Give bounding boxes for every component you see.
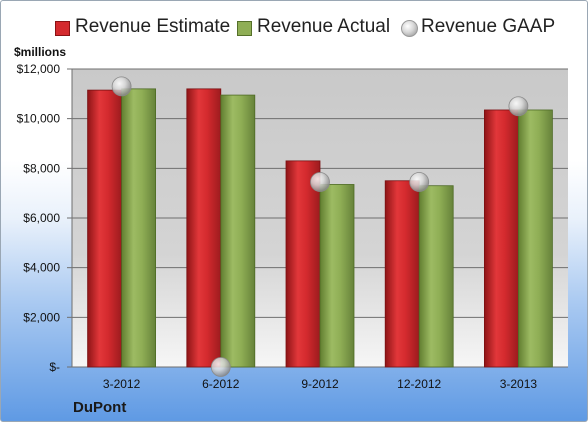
bar-revenue-estimate (87, 89, 122, 368)
legend-label-revenue-estimate: Revenue Estimate (75, 16, 231, 37)
x-tick-label: 3-2013 (500, 377, 538, 391)
y-tick-label: $12,000 (17, 62, 61, 76)
y-tick-label: $4,000 (23, 261, 60, 275)
legend-label-revenue-gaap: Revenue GAAP (421, 16, 556, 37)
y-axis-unit-label: $millions (14, 45, 67, 59)
x-tick-label: 9-2012 (301, 377, 339, 391)
y-tick-label: $10,000 (17, 112, 61, 126)
marker-revenue-gaap (310, 172, 330, 192)
company-name: DuPont (73, 399, 127, 416)
bar-revenue-actual (220, 94, 256, 368)
legend-swatch-revenue-estimate (55, 21, 70, 36)
bar-revenue-actual (418, 185, 454, 368)
bar-revenue-actual (319, 184, 355, 368)
marker-revenue-gaap (409, 172, 430, 192)
legend: Revenue Estimate Revenue Actual Revenue … (1, 15, 587, 39)
bar-revenue-estimate (384, 180, 420, 368)
bar-revenue-estimate (483, 109, 519, 368)
y-tick-label: $2,000 (23, 310, 60, 324)
x-tick-label: 3-2012 (103, 377, 141, 391)
x-tick-label: 6-2012 (202, 377, 240, 391)
x-tick-label: 12-2012 (397, 377, 441, 391)
bar-revenue-actual (518, 109, 553, 368)
bar-revenue-actual (121, 88, 156, 368)
legend-swatch-revenue-actual (237, 21, 252, 36)
legend-label-revenue-actual: Revenue Actual (257, 16, 391, 37)
marker-revenue-gaap (111, 76, 132, 97)
bar-revenue-estimate (186, 88, 222, 368)
y-tick-label: $8,000 (23, 161, 60, 175)
bar-revenue-estimate (285, 160, 321, 368)
marker-revenue-gaap (210, 357, 231, 377)
marker-revenue-gaap (508, 96, 529, 117)
y-tick-label: $- (49, 360, 60, 374)
y-tick-label: $6,000 (23, 211, 60, 225)
legend-marker-revenue-gaap (401, 20, 418, 37)
